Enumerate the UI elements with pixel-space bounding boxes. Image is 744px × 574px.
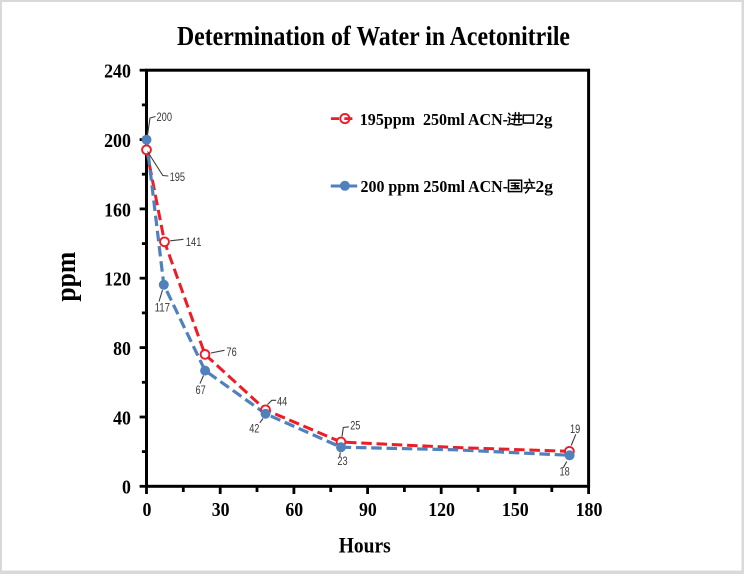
svg-text:2g: 2g — [536, 110, 554, 129]
svg-text:2g: 2g — [536, 177, 554, 196]
svg-text:120: 120 — [428, 499, 455, 521]
svg-text:90: 90 — [359, 499, 377, 521]
svg-text:ppm: ppm — [50, 252, 82, 302]
svg-text:18: 18 — [560, 467, 570, 479]
svg-text:0: 0 — [142, 499, 151, 521]
svg-text:240: 240 — [104, 61, 131, 83]
svg-text:200: 200 — [157, 112, 173, 124]
svg-text:80: 80 — [113, 338, 131, 360]
svg-text:120: 120 — [104, 269, 131, 291]
svg-text:195: 195 — [170, 172, 186, 184]
svg-text:200 ppm 250ml ACN-: 200 ppm 250ml ACN- — [361, 177, 509, 196]
svg-text:200: 200 — [104, 130, 131, 152]
svg-text:19: 19 — [570, 424, 580, 436]
svg-text:Determination of Water in Acet: Determination of Water in Acetonitrile — [177, 21, 570, 51]
svg-text:23: 23 — [337, 456, 347, 468]
svg-text:0: 0 — [122, 477, 131, 499]
svg-text:150: 150 — [502, 499, 529, 521]
svg-text:40: 40 — [113, 407, 131, 429]
svg-text:25: 25 — [350, 421, 360, 433]
svg-text:141: 141 — [186, 237, 202, 249]
svg-text:67: 67 — [196, 385, 206, 397]
svg-text:Hours: Hours — [339, 533, 391, 558]
svg-text:60: 60 — [285, 499, 303, 521]
svg-text:44: 44 — [277, 397, 288, 409]
svg-text:195ppm 250ml ACN-: 195ppm 250ml ACN- — [360, 110, 508, 129]
svg-text:42: 42 — [249, 424, 259, 436]
svg-text:30: 30 — [212, 499, 230, 521]
svg-text:76: 76 — [227, 347, 237, 359]
svg-text:180: 180 — [576, 499, 603, 521]
svg-text:160: 160 — [104, 199, 131, 221]
svg-text:117: 117 — [155, 303, 171, 315]
